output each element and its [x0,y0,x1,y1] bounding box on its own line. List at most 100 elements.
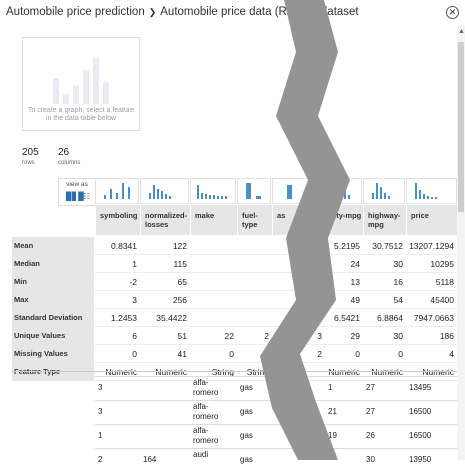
stat-cell: 35.4422 [140,309,190,327]
column-header-normalized-losses[interactable]: normalized-losses [140,205,190,235]
stat-cell [237,273,272,291]
table-cell: 26 [366,431,375,440]
stat-cell: 30 [363,255,406,273]
stat-cell: 13 [325,273,363,291]
stat-cell: -2 [95,273,140,291]
column-histogram[interactable] [406,178,457,204]
ghost-bar [73,86,79,104]
column-histogram[interactable] [190,178,236,204]
table-row[interactable] [95,424,457,449]
ghost-bar [63,94,69,104]
message-line: To create a graph, select a feature [27,107,135,114]
columns-count: 26 [58,147,70,158]
stat-cell: Numeric [325,363,363,381]
graph-placeholder: To create a graph, select a feature in t… [22,37,140,131]
histogram-icon[interactable]: ▉▋▉ [66,192,85,201]
stat-cell [237,309,272,327]
table-cell: romero [193,412,219,421]
message-line: in the data table below [45,115,117,122]
table-cell: 16500 [409,431,432,440]
stat-cell [190,255,237,273]
rows-label: rows [22,160,35,166]
stat-row-label: Missing Values [12,345,94,363]
table-cell: alfa- [193,426,209,435]
torn-edge-shape [260,0,350,460]
stat-cell: 29 [325,327,363,345]
scrollbar-thumb[interactable] [458,42,464,212]
stat-cell: 13207.1294 [406,237,457,255]
stat-cell: 3 [95,291,140,309]
stat-cell: 122 [140,237,190,255]
table-cell: alfa- [193,378,209,387]
stat-cell: 0.8341 [95,237,140,255]
stat-cell: 54 [363,291,406,309]
table-cell: gas [240,407,253,416]
column-histogram[interactable] [140,178,189,204]
table-cell: 3 [98,383,103,392]
boxplot-icon[interactable]: ☷ [83,192,91,201]
stat-cell: Numeric [406,363,457,381]
ghost-bar [83,70,89,104]
ghost-bar [53,78,59,104]
stat-cell: 6.5421 [325,309,363,327]
column-header-highway-mpg[interactable]: highway-mpg [363,205,406,235]
stat-cell: 65 [140,273,190,291]
table-cell: alfa- [193,402,209,411]
breadcrumb-item-experiment[interactable]: Automobile price prediction [6,6,145,18]
column-histogram[interactable] [237,178,271,204]
stat-cell: 1 [95,255,140,273]
column-header-fuel-type[interactable]: fuel-type [237,205,272,235]
columns-label: columns [58,160,81,166]
table-cell: 1 [98,431,103,440]
scroll-up-icon[interactable]: ▲ [458,28,465,35]
column-histogram[interactable] [95,178,139,204]
table-cell: 27 [366,383,375,392]
stat-cell: 16 [363,273,406,291]
table-cell: 3 [98,407,103,416]
table-cell: 21 [328,407,337,416]
table-cell: audi [193,450,209,459]
stat-cell: 51 [140,327,190,345]
stat-cell [237,237,272,255]
stat-cell: 0 [190,345,237,363]
stat-row-label: Mean [12,237,94,255]
column-header-make[interactable]: make [190,205,237,235]
table-cell: gas [240,431,253,440]
stat-cell: Numeric [95,363,140,381]
column-header-symboling[interactable]: symboling [95,205,140,235]
stat-cell: 0 [325,345,363,363]
stat-cell: Numeric [363,363,406,381]
stat-cell: 0 [95,345,140,363]
table-cell: romero [193,436,219,445]
stat-cell: String [190,363,237,381]
breadcrumb-item-dataset-module[interactable]: Automobile price data (Raw) [160,6,306,18]
breadcrumb-item-output: dataset [320,6,359,18]
table-cell: 19 [328,431,337,440]
stat-cell: 6.8864 [363,309,406,327]
stat-cell: 22 [190,327,237,345]
stat-cell: 7947.0663 [406,309,457,327]
divider [12,371,457,372]
stat-row-label: Median [12,255,94,273]
column-header-price[interactable]: price [406,205,457,235]
torn-edge-overlay [260,0,350,460]
column-histogram[interactable] [363,178,405,204]
stat-cell: 0 [363,345,406,363]
stat-cell: 115 [140,255,190,273]
close-icon[interactable]: ✕ [446,6,459,19]
stat-row-label: Max [12,291,94,309]
stat-cell: 5118 [406,273,457,291]
stat-row-label: Unique Values [12,327,94,345]
table-cell: gas [240,383,253,392]
view-as-label: view as [66,181,88,188]
stat-cell: 186 [406,327,457,345]
stat-cell: 1.2453 [95,309,140,327]
table-cell: 1 [328,383,333,392]
vertical-scrollbar[interactable]: ▲ [457,26,465,460]
stat-cell: 24 [325,255,363,273]
stat-cell: 2 [237,327,272,345]
graph-placeholder-message: To create a graph, select a feature in t… [23,107,139,123]
table-row[interactable] [95,448,457,473]
stat-cell: 6 [95,327,140,345]
stat-cell: 41 [140,345,190,363]
